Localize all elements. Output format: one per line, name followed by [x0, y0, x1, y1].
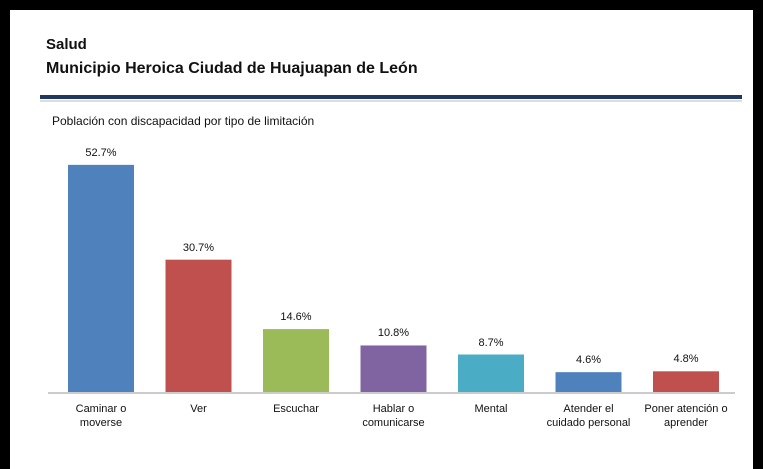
data-label: 8.7% — [478, 336, 504, 349]
data-label: 10.8% — [377, 327, 410, 340]
data-label: 14.6% — [280, 311, 312, 324]
title: Salud — [46, 36, 87, 53]
data-label: 52.7% — [85, 146, 117, 159]
data-label: 4.8% — [673, 353, 699, 366]
bar — [360, 345, 427, 392]
bar — [653, 371, 719, 392]
chart-label: Población con discapacidad por tipo de l… — [52, 114, 315, 128]
bar — [263, 329, 329, 392]
x-tick-label: Ver — [190, 403, 207, 415]
x-tick-label: Escuchar — [273, 403, 319, 415]
bar — [68, 164, 134, 392]
x-tick-label: Mental — [474, 403, 508, 415]
subtitle: Municipio Heroica Ciudad de Huajuapan de… — [46, 60, 418, 77]
bar — [165, 259, 232, 392]
x-tick-label: Hablar o comunicarse — [362, 403, 425, 429]
x-tick-label: Atender el cuidado personal — [546, 403, 631, 429]
data-label: 30.7% — [182, 241, 215, 254]
bar — [555, 372, 622, 392]
x-tick-label: Caminar o moverse — [75, 403, 127, 429]
x-tick-label: Poner atención o aprender — [644, 403, 728, 429]
bar — [458, 354, 524, 392]
data-label: 4.6% — [575, 354, 602, 367]
